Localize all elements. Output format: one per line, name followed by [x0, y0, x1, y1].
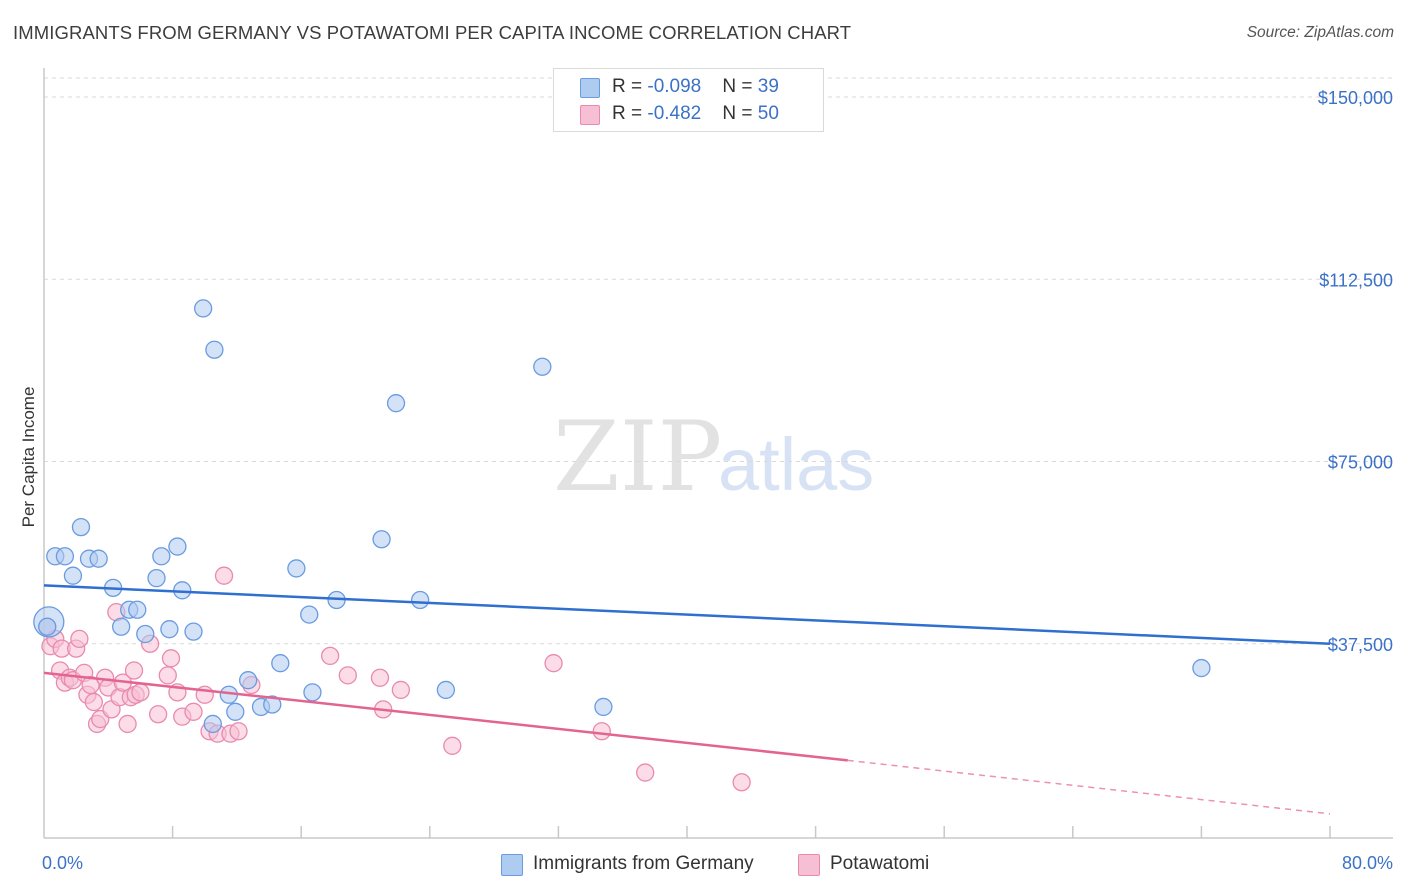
germany-point	[205, 340, 224, 359]
correlation-legend: R = -0.098 N = 39 R = -0.482 N = 50	[553, 68, 824, 132]
potawatomi-trend-line	[43, 671, 848, 762]
germany-point	[89, 549, 108, 568]
germany-point	[271, 654, 290, 673]
germany-point	[533, 357, 552, 376]
legend-text-germany: R = -0.098 N = 39	[612, 76, 779, 97]
potawatomi-point	[158, 666, 177, 685]
potawatomi-point	[161, 649, 181, 668]
y-tick-label: $37,500	[1328, 635, 1393, 655]
x-tick-label-max: 80.0%	[1342, 853, 1393, 873]
germany-point	[63, 566, 83, 585]
legend-text-potawatomi: R = -0.482 N = 50	[612, 103, 779, 124]
potawatomi-point	[84, 692, 103, 712]
germany-point	[226, 702, 245, 721]
germany-points	[33, 299, 1211, 734]
potawatomi-point	[229, 722, 248, 741]
germany-point	[411, 590, 430, 610]
bottom-legend-swatch-germany	[501, 854, 523, 876]
germany-point	[128, 600, 147, 619]
germany-point	[193, 299, 213, 318]
germany-point	[303, 683, 322, 702]
germany-point	[287, 559, 306, 578]
potawatomi-point	[370, 668, 390, 687]
potawatomi-point	[70, 629, 89, 649]
potawatomi-point	[148, 705, 168, 724]
germany-point	[300, 605, 319, 624]
gridlines	[44, 77, 1393, 645]
source-label: Source: ZipAtlas.com	[1246, 24, 1394, 41]
legend-swatch-germany	[580, 78, 600, 98]
watermark-zip: ZIP	[553, 401, 722, 513]
potawatomi-point	[320, 646, 340, 666]
y-tick-label: $75,000	[1328, 453, 1393, 473]
chart-title: IMMIGRANTS FROM GERMANY VS POTAWATOMI PE…	[13, 22, 852, 43]
legend-swatch-potawatomi	[580, 105, 600, 125]
axes	[43, 68, 1393, 839]
potawatomi-point	[131, 683, 150, 702]
germany-point	[239, 671, 258, 690]
germany-point	[168, 537, 187, 556]
trend-lines	[43, 584, 1331, 815]
potawatomi-trend-extension	[847, 759, 1331, 815]
x-tick-label-min: 0.0%	[42, 853, 83, 873]
bottom-legend-label-germany: Immigrants from Germany	[533, 853, 754, 874]
y-axis-label: Per Capita Income	[19, 387, 38, 528]
germany-point	[184, 622, 203, 641]
potawatomi-point	[732, 773, 751, 792]
potawatomi-point	[636, 763, 655, 782]
germany-point	[203, 714, 222, 734]
germany-point	[263, 695, 282, 714]
potawatomi-point	[124, 661, 144, 680]
germany-point	[71, 517, 91, 537]
germany-point	[112, 617, 131, 636]
germany-point	[436, 680, 456, 700]
potawatomi-point	[443, 736, 462, 755]
germany-point	[152, 547, 171, 566]
germany-point	[160, 620, 179, 639]
potawatomi-point	[391, 680, 411, 700]
germany-point	[55, 547, 75, 566]
bottom-legend-swatch-potawatomi	[798, 854, 820, 876]
germany-point	[386, 394, 406, 413]
potawatomi-point	[544, 654, 563, 673]
watermark-atlas: atlas	[718, 423, 874, 506]
germany-trend-line	[43, 584, 1331, 645]
watermark: ZIP atlas	[553, 401, 874, 513]
bottom-legend-label-potawatomi: Potawatomi	[830, 853, 930, 874]
germany-point	[1192, 658, 1211, 678]
potawatomi-point	[592, 722, 611, 741]
potawatomi-point	[214, 566, 234, 585]
germany-point	[38, 617, 57, 636]
potawatomi-point	[338, 666, 357, 685]
germany-point	[594, 697, 613, 717]
germany-point	[147, 568, 166, 588]
y-tick-label: $112,500	[1319, 270, 1393, 290]
potawatomi-point	[184, 702, 203, 721]
potawatomi-points	[38, 566, 751, 792]
germany-point	[372, 530, 391, 549]
y-tick-label: $150,000	[1318, 88, 1393, 108]
y-tick-labels: $37,500 $75,000 $112,500 $150,000	[1318, 88, 1393, 655]
potawatomi-point	[118, 714, 137, 734]
germany-point	[136, 624, 155, 644]
